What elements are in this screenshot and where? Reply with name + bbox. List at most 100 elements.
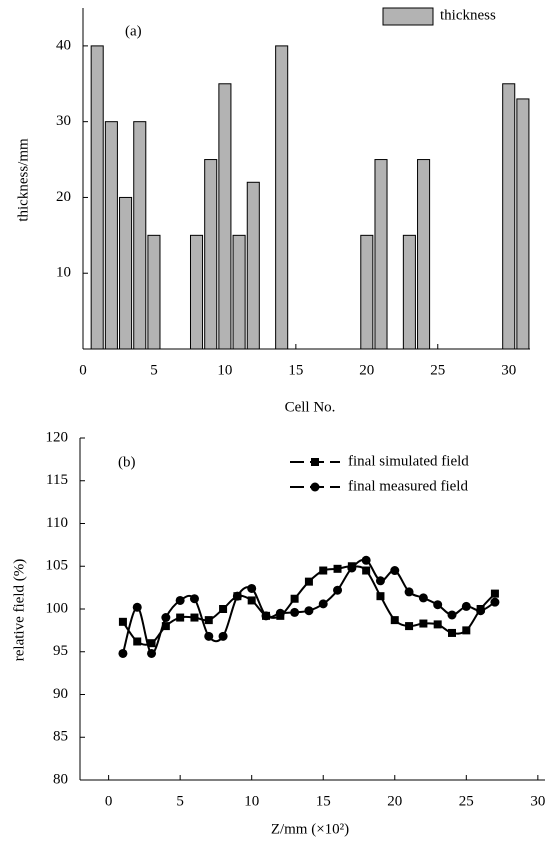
marker bbox=[161, 613, 171, 623]
bar bbox=[104, 121, 118, 350]
y-tick-label: 115 bbox=[46, 472, 68, 488]
marker bbox=[390, 616, 399, 625]
marker bbox=[375, 576, 385, 586]
y-tick-label: 85 bbox=[53, 729, 68, 745]
bar bbox=[232, 234, 246, 350]
marker bbox=[405, 622, 414, 631]
y-tick-label: 105 bbox=[46, 558, 69, 574]
legend-marker bbox=[310, 482, 320, 492]
marker bbox=[118, 617, 127, 626]
y-tick-label: 40 bbox=[56, 37, 71, 53]
marker bbox=[319, 566, 328, 575]
bar bbox=[516, 98, 530, 350]
bar bbox=[90, 45, 104, 350]
bar bbox=[147, 234, 161, 350]
legend-label: thickness bbox=[440, 7, 496, 23]
marker bbox=[433, 620, 442, 629]
bar bbox=[204, 159, 218, 350]
y-tick-label: 110 bbox=[46, 515, 68, 531]
legend-label: final simulated field bbox=[348, 453, 469, 469]
marker bbox=[133, 637, 142, 646]
x-tick-label: 15 bbox=[316, 793, 331, 809]
marker bbox=[390, 566, 400, 576]
marker bbox=[318, 599, 328, 609]
x-axis-label: Z/mm (×10²) bbox=[271, 821, 349, 837]
marker bbox=[261, 611, 271, 621]
x-tick-label: 30 bbox=[501, 362, 516, 378]
x-tick-label: 20 bbox=[359, 362, 374, 378]
marker bbox=[247, 596, 256, 605]
x-tick-label: 0 bbox=[105, 793, 113, 809]
bar bbox=[246, 181, 260, 350]
bar bbox=[417, 159, 431, 350]
marker bbox=[147, 639, 156, 648]
marker bbox=[361, 555, 371, 565]
y-axis-label: relative field (%) bbox=[11, 559, 27, 661]
marker bbox=[476, 606, 486, 616]
x-tick-label: 5 bbox=[150, 362, 158, 378]
y-axis-label: thickness/mm bbox=[15, 138, 31, 222]
marker bbox=[132, 602, 142, 612]
bar bbox=[374, 159, 388, 350]
marker bbox=[462, 626, 471, 635]
legend-label: final measured field bbox=[348, 478, 468, 494]
marker bbox=[490, 597, 500, 607]
bar bbox=[133, 121, 147, 350]
marker bbox=[176, 613, 185, 622]
marker bbox=[404, 587, 414, 597]
y-tick-label: 100 bbox=[46, 600, 69, 616]
marker bbox=[175, 595, 185, 605]
x-tick-label: 0 bbox=[79, 362, 87, 378]
marker bbox=[218, 631, 228, 641]
marker bbox=[347, 563, 357, 573]
marker bbox=[161, 622, 170, 631]
marker bbox=[147, 648, 157, 658]
marker bbox=[232, 591, 242, 601]
marker bbox=[376, 592, 385, 601]
marker bbox=[418, 593, 428, 603]
marker bbox=[333, 564, 342, 573]
marker bbox=[275, 608, 285, 618]
legend-swatch bbox=[382, 7, 434, 26]
y-tick-label: 10 bbox=[56, 265, 71, 281]
marker bbox=[448, 628, 456, 637]
marker bbox=[290, 594, 299, 603]
marker bbox=[433, 600, 443, 610]
marker bbox=[304, 577, 313, 586]
x-tick-label: 25 bbox=[430, 362, 445, 378]
marker bbox=[118, 648, 128, 658]
annotation: (b) bbox=[118, 454, 136, 470]
bar bbox=[275, 45, 289, 350]
x-tick-label: 20 bbox=[387, 793, 402, 809]
marker bbox=[219, 605, 228, 613]
marker bbox=[290, 607, 300, 617]
bar bbox=[189, 234, 204, 350]
marker bbox=[247, 583, 257, 593]
x-tick-label: 10 bbox=[217, 362, 232, 378]
marker bbox=[490, 589, 499, 598]
x-tick-label: 25 bbox=[459, 793, 474, 809]
y-tick-label: 90 bbox=[53, 686, 68, 702]
marker bbox=[333, 585, 343, 595]
marker bbox=[447, 610, 457, 620]
bar bbox=[502, 83, 516, 350]
marker bbox=[204, 631, 214, 641]
x-axis-label: Cell No. bbox=[285, 399, 336, 415]
y-tick-label: 30 bbox=[56, 113, 71, 129]
y-tick-label: 95 bbox=[53, 643, 68, 659]
marker bbox=[204, 616, 213, 625]
bar bbox=[119, 196, 133, 350]
bar bbox=[360, 234, 374, 350]
marker bbox=[419, 619, 428, 628]
marker bbox=[190, 613, 199, 622]
marker bbox=[189, 594, 199, 604]
bar bbox=[218, 83, 232, 350]
bar bbox=[402, 234, 416, 350]
marker bbox=[461, 601, 471, 611]
annotation: (a) bbox=[125, 23, 142, 39]
y-tick-label: 80 bbox=[53, 771, 68, 787]
x-tick-label: 30 bbox=[530, 793, 545, 809]
x-tick-label: 10 bbox=[244, 793, 259, 809]
x-tick-label: 5 bbox=[176, 793, 184, 809]
